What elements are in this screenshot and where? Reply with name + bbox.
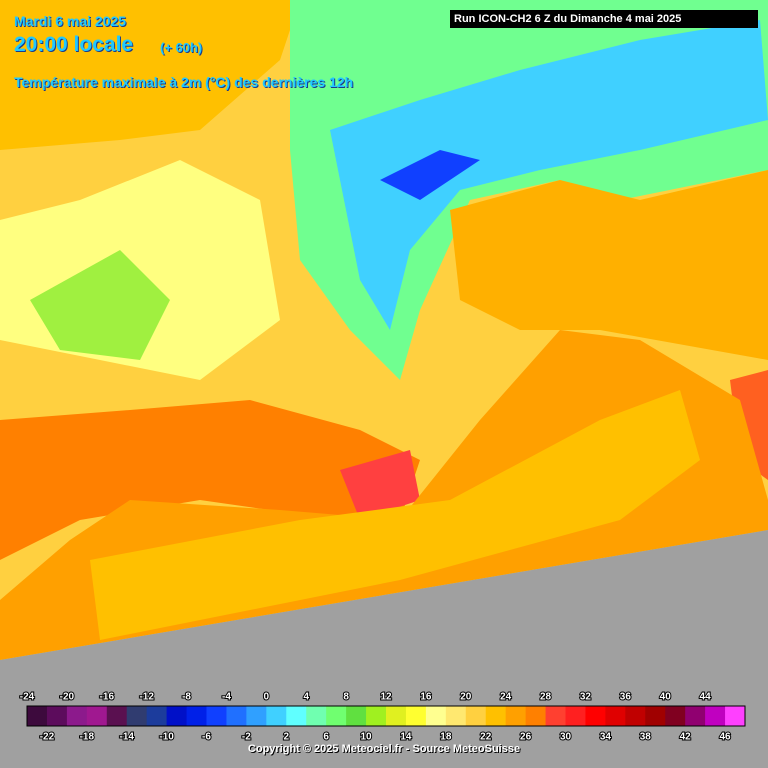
legend-label: -4	[222, 692, 231, 703]
parameter: Température maximale à 2m (°C) des derni…	[14, 74, 354, 90]
legend-swatch	[505, 706, 527, 726]
legend-label: -24	[20, 692, 35, 703]
po-valley	[450, 170, 768, 360]
run-info: Run ICON-CH2 6 Z du Dimanche 4 mai 2025	[450, 10, 758, 28]
legend-label: 44	[700, 692, 712, 703]
legend-swatch	[545, 706, 566, 726]
legend-swatch	[66, 706, 88, 726]
legend-swatch	[166, 706, 188, 726]
legend-swatch	[725, 706, 746, 726]
legend-swatch	[405, 706, 427, 726]
legend-swatch	[326, 706, 347, 726]
copyright: Copyright © 2025 Meteociel.fr - Source M…	[247, 743, 521, 755]
legend-label: 22	[480, 732, 492, 743]
legend-label: 34	[600, 732, 612, 743]
legend-swatch	[246, 706, 267, 726]
legend-label: 18	[440, 732, 452, 743]
legend-label: 40	[660, 692, 672, 703]
legend-swatch	[186, 706, 207, 726]
legend-swatch	[206, 706, 227, 726]
alps-peaks	[380, 150, 480, 200]
legend-label: 42	[680, 732, 692, 743]
date: Mardi 6 mai 2025	[14, 13, 127, 29]
legend-label: 24	[500, 692, 512, 703]
cool-zone	[30, 250, 170, 360]
legend-swatch	[146, 706, 168, 726]
legend-label: 36	[620, 692, 632, 703]
legend-swatch	[685, 706, 706, 726]
legend-label: -20	[60, 692, 75, 703]
legend-label: 10	[360, 732, 372, 743]
legend-swatch	[625, 706, 646, 726]
legend-swatch	[226, 706, 247, 726]
legend-swatch	[585, 706, 606, 726]
legend-swatch	[27, 706, 48, 726]
legend: -24 -20 -16 -12 -8 -4 0 4 8 12 16 20 24 28 32 36 40 44-22…	[19, 691, 746, 744]
legend-label: -14	[119, 732, 134, 743]
legend-swatch	[705, 706, 726, 726]
legend-swatch	[485, 706, 507, 726]
legend-label: -18	[80, 732, 95, 743]
legend-swatch	[645, 706, 666, 726]
lead-time: (+ 60h)	[160, 40, 203, 55]
legend-swatch	[445, 706, 467, 726]
time: 20:00 locale	[14, 33, 134, 56]
legend-label: -22	[40, 732, 55, 743]
legend-swatch	[386, 706, 407, 726]
legend-label: -8	[182, 692, 191, 703]
legend-label: 12	[380, 692, 392, 703]
hot-spot	[340, 450, 420, 520]
legend-label: 26	[520, 732, 532, 743]
legend-frame	[26, 705, 746, 727]
legend-swatch	[266, 706, 287, 726]
warm-zone	[0, 0, 300, 150]
legend-swatch	[286, 706, 307, 726]
legend-swatch	[46, 706, 68, 726]
legend-label: 16	[420, 692, 432, 703]
legend-label: 6	[323, 732, 329, 743]
legend-label: 20	[460, 692, 472, 703]
legend-label: 14	[400, 732, 412, 743]
sea-mild	[90, 390, 700, 640]
legend-label: 38	[640, 732, 652, 743]
hot-zone	[0, 400, 420, 560]
legend-swatch	[126, 706, 148, 726]
legend-label: -12	[139, 692, 154, 703]
legend-swatch	[86, 706, 108, 726]
legend-swatch	[346, 706, 367, 726]
legend-label: -2	[242, 732, 251, 743]
legend-label: 30	[560, 732, 572, 743]
legend-swatch	[565, 706, 586, 726]
alps-high	[330, 20, 768, 330]
legend-label: -6	[202, 732, 211, 743]
legend-swatch	[465, 706, 487, 726]
legend-swatch	[366, 706, 387, 726]
legend-label: 0	[264, 692, 270, 703]
legend-label: -10	[159, 732, 174, 743]
legend-label: 4	[303, 692, 309, 703]
legend-swatch	[605, 706, 626, 726]
legend-label: 28	[540, 692, 552, 703]
legend-label: -16	[100, 692, 115, 703]
legend-swatch	[525, 706, 547, 726]
legend-swatch	[665, 706, 686, 726]
legend-label: 8	[343, 692, 349, 703]
legend-swatch	[306, 706, 327, 726]
legend-swatch	[425, 706, 447, 726]
legend-swatch	[106, 706, 128, 726]
legend-label: 32	[580, 692, 592, 703]
legend-label: 46	[719, 732, 731, 743]
legend-label: 2	[283, 732, 289, 743]
